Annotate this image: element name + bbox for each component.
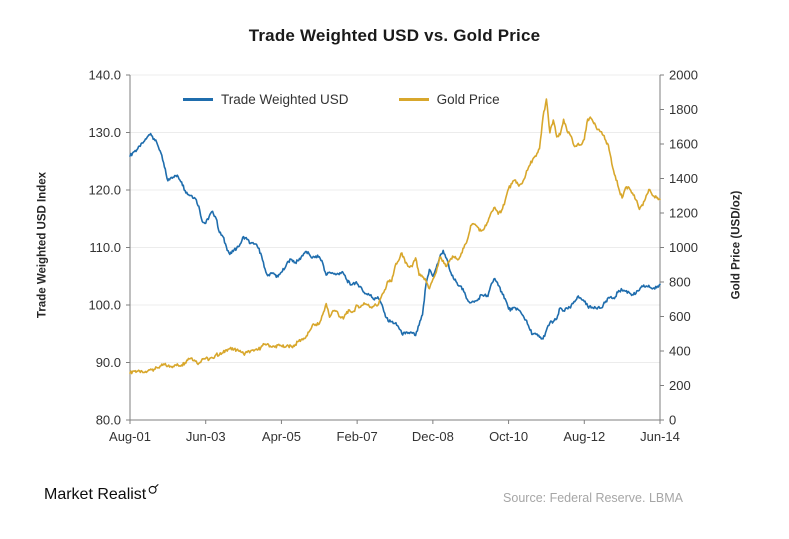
right-axis-tick-label: 1200 <box>669 206 698 221</box>
legend: Trade Weighted USD Gold Price <box>183 92 500 107</box>
right-axis-tick-label: 800 <box>669 275 691 290</box>
left-axis-tick-label: 90.0 <box>96 355 121 370</box>
legend-label-usd: Trade Weighted USD <box>221 92 349 107</box>
left-axis-tick-label: 110.0 <box>89 240 121 255</box>
right-axis-tick-label: 1600 <box>669 137 698 152</box>
right-axis-tick-label: 0 <box>669 413 676 428</box>
chart-title: Trade Weighted USD vs. Gold Price <box>248 26 541 45</box>
gold-line-swatch <box>398 98 429 101</box>
series-line-usd <box>129 132 661 340</box>
source-credit: Source: Federal Reserve. LBMA <box>503 491 683 505</box>
legend-item-gold: Gold Price <box>398 92 500 107</box>
x-axis-tick-label: Jun-14 <box>640 429 680 444</box>
right-axis-tick-label: 2000 <box>669 68 698 83</box>
right-axis-tick-label: 600 <box>669 309 691 324</box>
right-axis-tick-label: 200 <box>669 378 691 393</box>
series-line-gold <box>129 98 661 375</box>
x-axis-tick-label: Apr-05 <box>262 429 301 444</box>
right-axis-title: Gold Price (USD/oz) <box>730 190 743 300</box>
legend-label-gold: Gold Price <box>436 92 500 107</box>
chart-svg: 80.0 90.0 100.0 110.0 120.0 130.0 140.0 0 200 400… <box>88 68 698 445</box>
left-axis-tick-label: 130.0 <box>88 125 121 140</box>
x-axis-tick-label: Oct-10 <box>489 429 528 444</box>
usd-line-swatch <box>183 98 213 101</box>
legend-item-usd: Trade Weighted USD <box>183 92 349 107</box>
left-axis-tick-label: 80.0 <box>96 413 121 428</box>
right-axis-tick-label: 1800 <box>669 102 698 117</box>
left-axis-tick-label: 100.0 <box>88 298 121 313</box>
right-axis-tick-label: 1000 <box>669 240 698 255</box>
left-axis-title: Trade Weighted USD Index <box>36 171 49 319</box>
x-axis-tick-label: Jun-03 <box>186 429 226 444</box>
x-axis-tick-label: Aug-01 <box>109 429 151 444</box>
right-axis-tick-label: 400 <box>669 344 691 359</box>
x-axis-tick-label: Dec-08 <box>412 429 454 444</box>
brand-logo: Market Realist <box>44 483 160 504</box>
right-axis-tick-label: 1400 <box>669 171 698 186</box>
brand-text: Market Realist <box>44 486 147 503</box>
left-axis-tick-label: 140.0 <box>88 68 121 83</box>
left-axis-tick-label: 120.0 <box>88 183 121 198</box>
x-axis-tick-label: Feb-07 <box>337 429 378 444</box>
x-axis-tick-label: Aug-12 <box>563 429 605 444</box>
magnifier-logo-icon <box>148 483 159 494</box>
